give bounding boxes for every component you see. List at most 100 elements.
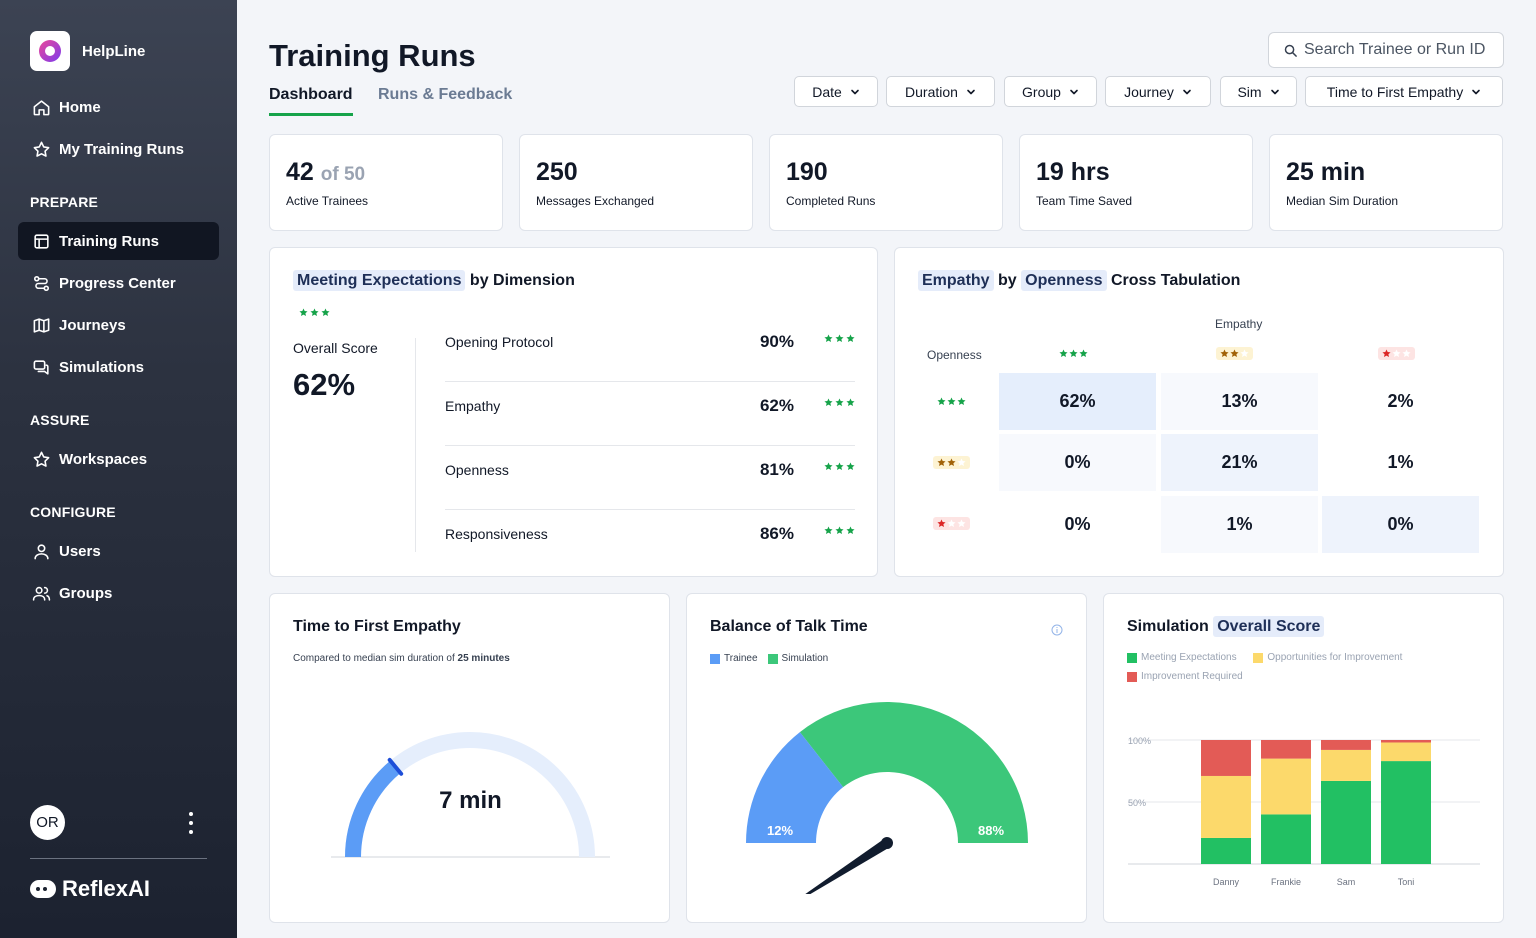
- gauge-marker: [387, 757, 404, 776]
- brand[interactable]: HelpLine: [30, 31, 145, 71]
- column-header-3-stars-icon: [1055, 347, 1092, 360]
- legend-swatch: [1127, 653, 1137, 663]
- filter-duration[interactable]: Duration: [886, 76, 995, 107]
- legend-label: Improvement Required: [1141, 671, 1243, 682]
- dimension-value: 90%: [759, 332, 794, 351]
- stat-card-messages: 250 Messages Exchanged: [519, 134, 753, 231]
- bar-segment: [1381, 742, 1431, 762]
- sidebar-item-label: Home: [59, 98, 101, 116]
- crosstab-cell: 2%: [1322, 373, 1479, 430]
- subtitle-text: Compared to median sim duration of: [293, 653, 458, 664]
- filter-group[interactable]: Group: [1004, 76, 1097, 107]
- card-title: Meeting Expectations by Dimension: [293, 270, 575, 291]
- chevron-down-icon: [850, 89, 859, 94]
- row-axis-label: Openness: [927, 348, 982, 362]
- talk-gauge: [746, 702, 1028, 894]
- sidebar-item-workspaces[interactable]: Workspaces: [18, 440, 219, 478]
- crosstab-cell: 62%: [999, 373, 1156, 430]
- sidebar-item-home[interactable]: Home: [18, 88, 219, 126]
- time-to-first-empathy-card: Time to First Empathy Compared to median…: [269, 593, 670, 923]
- gauge-simulation-segment: [799, 702, 1028, 843]
- tab-runs-feedback[interactable]: Runs & Feedback: [378, 86, 513, 103]
- stat-card-completed-runs: 190 Completed Runs: [769, 134, 1003, 231]
- section-prepare: PREPARE: [30, 194, 99, 210]
- rating-stars-icon: [824, 462, 855, 471]
- filter-journey[interactable]: Journey: [1105, 76, 1211, 107]
- card-title: Empathy by Openness Cross Tabulation: [918, 270, 1240, 291]
- bar-segment: [1321, 749, 1371, 781]
- sidebar-item-training-runs[interactable]: Training Runs: [18, 222, 219, 260]
- star-icon: [33, 141, 50, 157]
- chevron-down-icon: [1270, 89, 1279, 94]
- filter-time-to-first-empathy[interactable]: Time to First Empathy: [1305, 76, 1503, 107]
- bar-segment: [1381, 761, 1431, 864]
- x-tick-label: Danny: [1213, 877, 1240, 887]
- more-options-icon[interactable]: [186, 812, 196, 834]
- divider: [415, 338, 416, 552]
- sidebar-item-groups[interactable]: Groups: [18, 574, 219, 612]
- overall-score-label: Overall Score: [293, 340, 378, 356]
- card-title: Simulation Overall Score: [1127, 616, 1325, 637]
- filter-date[interactable]: Date: [794, 76, 878, 107]
- legend-swatch: [767, 653, 778, 664]
- legend-item: Meeting Expectations: [1127, 650, 1237, 666]
- dimension-name: Opening Protocol: [445, 334, 554, 350]
- row-header-3-stars-icon: [933, 395, 970, 408]
- dimension-value: 86%: [759, 524, 794, 543]
- info-icon[interactable]: [1051, 624, 1063, 636]
- crosstab-cell: 0%: [999, 496, 1156, 553]
- legend-label: Opportunities for Improvement: [1267, 652, 1403, 663]
- dimension-row: Opening Protocol 90%: [445, 318, 855, 382]
- title-prefix: Simulation: [1127, 618, 1214, 635]
- sidebar-divider: [30, 858, 207, 859]
- search-box[interactable]: [1268, 32, 1504, 68]
- dimension-value: 62%: [759, 396, 794, 415]
- rating-stars-icon: [824, 334, 855, 343]
- chart-legend: Meeting Expectations Opportunities for I…: [1127, 650, 1467, 688]
- bar-segment: [1201, 837, 1251, 864]
- dimension-row: Empathy 62%: [445, 382, 855, 446]
- sidebar: HelpLine Home My Training Runs PREPARE T…: [0, 0, 237, 938]
- chevron-down-icon: [1070, 89, 1078, 94]
- simulation-overall-score-card: Simulation Overall Score Meeting Expecta…: [1103, 593, 1504, 923]
- filter-label: Sim: [1237, 83, 1262, 100]
- sidebar-item-journeys[interactable]: Journeys: [18, 306, 219, 344]
- avatar[interactable]: OR: [30, 805, 65, 840]
- balance-talk-time-card: Balance of Talk Time Trainee Simulation …: [686, 593, 1087, 923]
- search-input[interactable]: [1304, 41, 1494, 59]
- legend-label: Simulation: [781, 653, 829, 664]
- stat-label: Median Sim Duration: [1286, 194, 1399, 208]
- overall-score-value: 62%: [293, 367, 356, 402]
- card-title: Time to First Empathy: [293, 618, 461, 635]
- column-header-1-star-icon: [1378, 347, 1415, 360]
- stat-value: 250: [536, 158, 578, 186]
- stat-label: Team Time Saved: [1036, 194, 1133, 208]
- rating-stars-icon: [824, 398, 855, 407]
- sidebar-item-my-training-runs[interactable]: My Training Runs: [18, 130, 219, 168]
- x-tick-label: Sam: [1337, 877, 1356, 887]
- tab-dashboard[interactable]: Dashboard: [269, 86, 353, 116]
- page-title: Training Runs: [269, 38, 476, 73]
- sidebar-item-simulations[interactable]: Simulations: [18, 348, 219, 386]
- bar-segment: [1381, 740, 1431, 743]
- filter-sim[interactable]: Sim: [1220, 76, 1297, 107]
- column-header-2-stars-icon: [1216, 347, 1253, 360]
- dimension-value: 81%: [759, 460, 794, 479]
- y-tick-label: 100%: [1128, 736, 1151, 746]
- card-subtitle: Compared to median sim duration of 25 mi…: [293, 653, 510, 664]
- dimension-row: Responsiveness 86%: [445, 510, 855, 574]
- legend-item: Opportunities for Improvement: [1253, 650, 1402, 666]
- dimension-name: Openness: [445, 462, 509, 478]
- route-icon: [33, 275, 50, 291]
- sidebar-item-users[interactable]: Users: [18, 532, 219, 570]
- section-assure: ASSURE: [30, 412, 90, 428]
- bar-segment: [1321, 780, 1371, 864]
- legend: Trainee Simulation: [710, 653, 828, 664]
- filter-label: Duration: [905, 83, 958, 100]
- sidebar-item-progress-center[interactable]: Progress Center: [18, 264, 219, 302]
- title-highlight: Overall Score: [1213, 616, 1325, 637]
- sidebar-item-label: Users: [59, 542, 101, 560]
- stat-suffix: of 50: [320, 164, 366, 185]
- title-highlight: Empathy: [918, 270, 994, 291]
- rating-stars-icon: [824, 526, 855, 535]
